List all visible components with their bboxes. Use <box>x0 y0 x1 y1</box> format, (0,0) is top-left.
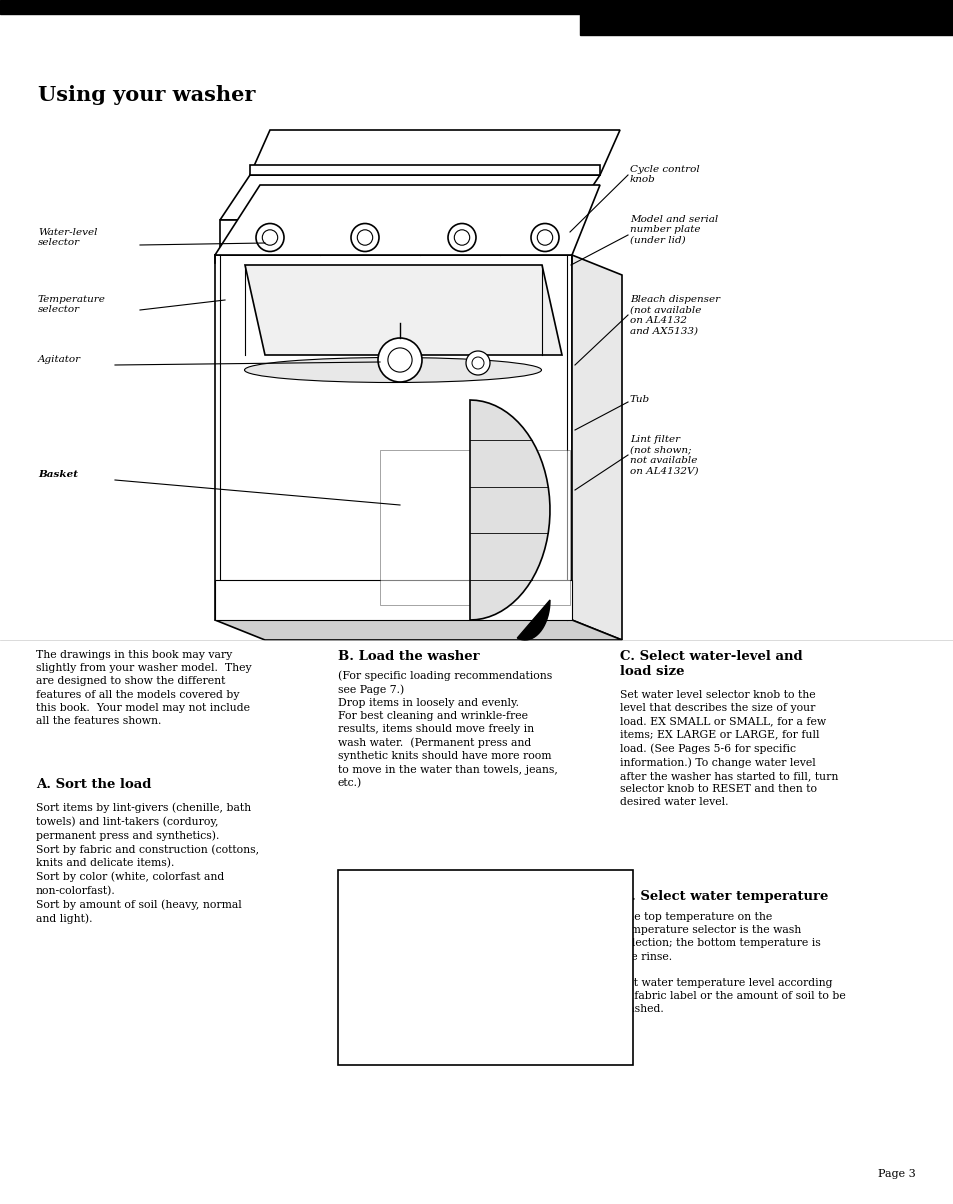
Polygon shape <box>220 220 569 255</box>
Text: Page 3: Page 3 <box>878 1169 915 1179</box>
Circle shape <box>377 338 421 382</box>
Bar <box>579 0 953 35</box>
Polygon shape <box>470 400 549 620</box>
Text: Laundry Tip: Laundry Tip <box>442 878 528 892</box>
Polygon shape <box>214 255 572 620</box>
Circle shape <box>388 348 412 372</box>
Text: The drawings in this book may vary
slightly from your washer model.  They
are de: The drawings in this book may vary sligh… <box>36 650 252 726</box>
Text: B. Load the washer: B. Load the washer <box>337 650 479 663</box>
Text: Tub: Tub <box>629 395 649 405</box>
Text: The top temperature on the
temperature selector is the wash
selection; the botto: The top temperature on the temperature s… <box>619 911 845 1015</box>
Circle shape <box>357 230 373 246</box>
Ellipse shape <box>244 358 541 383</box>
Text: Set water level selector knob to the
level that describes the size of your
load.: Set water level selector knob to the lev… <box>619 690 838 807</box>
Text: Basket: Basket <box>38 470 78 479</box>
Text: Sort items by lint-givers (chenille, bath
towels) and lint-takers (corduroy,
per: Sort items by lint-givers (chenille, bat… <box>36 802 259 923</box>
Polygon shape <box>572 255 621 641</box>
Circle shape <box>255 224 284 252</box>
Text: Using your washer: Using your washer <box>38 85 255 105</box>
Circle shape <box>454 230 469 246</box>
Circle shape <box>531 224 558 252</box>
Text: (For specific loading recommendations
see Page 7.)
Drop items in loosely and eve: (For specific loading recommendations se… <box>337 669 558 789</box>
Polygon shape <box>517 600 550 641</box>
Text: Agitator: Agitator <box>38 355 81 364</box>
Text: Lint filter
(not shown;
not available
on AL4132V): Lint filter (not shown; not available on… <box>629 435 698 476</box>
Polygon shape <box>245 265 561 355</box>
Polygon shape <box>214 580 572 620</box>
Circle shape <box>262 230 277 246</box>
Polygon shape <box>379 450 569 604</box>
Polygon shape <box>220 175 599 220</box>
Text: Temperature
selector: Temperature selector <box>38 295 106 314</box>
Polygon shape <box>250 165 599 175</box>
Text: Bleach dispenser
(not available
on AL4132
and AX5133): Bleach dispenser (not available on AL413… <box>629 295 720 335</box>
Text: A. Sort the load: A. Sort the load <box>36 778 152 791</box>
Text: Model and serial
number plate
(under lid): Model and serial number plate (under lid… <box>629 216 718 244</box>
Polygon shape <box>214 620 621 641</box>
Text: D. Select water temperature: D. Select water temperature <box>619 890 827 903</box>
Text: Cycle control
knob: Cycle control knob <box>629 165 699 184</box>
Text: C. Select water-level and
load size: C. Select water-level and load size <box>619 650 801 678</box>
Bar <box>0 0 953 14</box>
Polygon shape <box>214 185 599 255</box>
Text: Do Not overload washer.
Overloading or packing can cause
poor cleaning, increase: Do Not overload washer. Overloading or p… <box>346 902 540 1004</box>
Circle shape <box>472 358 483 368</box>
Polygon shape <box>250 130 619 175</box>
Circle shape <box>448 224 476 252</box>
Bar <box>337 870 633 1066</box>
Circle shape <box>537 230 552 246</box>
Circle shape <box>465 352 490 374</box>
Circle shape <box>351 224 378 252</box>
Text: Water-level
selector: Water-level selector <box>38 228 97 247</box>
